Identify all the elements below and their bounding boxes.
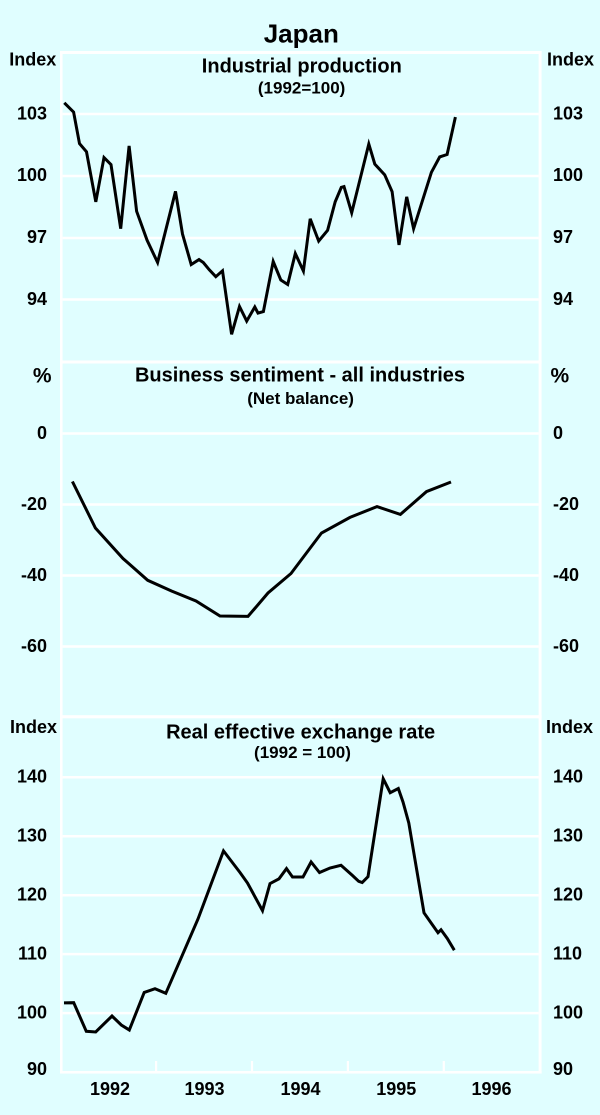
svg-text:103: 103: [553, 103, 583, 123]
svg-text:110: 110: [18, 943, 47, 963]
svg-text:0: 0: [37, 423, 47, 443]
svg-text:130: 130: [17, 826, 47, 846]
svg-text:90: 90: [553, 1059, 573, 1079]
svg-text:1996: 1996: [471, 1079, 511, 1099]
svg-text:-20: -20: [553, 494, 579, 514]
svg-text:120: 120: [553, 885, 583, 905]
svg-text:103: 103: [17, 103, 47, 123]
svg-text:140: 140: [553, 767, 583, 787]
svg-text:Index: Index: [546, 717, 593, 737]
svg-text:97: 97: [27, 227, 47, 247]
svg-text:-60: -60: [553, 636, 579, 656]
svg-text:-60: -60: [21, 636, 47, 656]
svg-text:140: 140: [17, 767, 47, 787]
svg-text:110: 110: [553, 943, 582, 963]
svg-text:1993: 1993: [184, 1079, 224, 1099]
svg-text:(Net balance): (Net balance): [247, 389, 354, 408]
svg-text:%: %: [33, 364, 52, 387]
svg-text:100: 100: [17, 165, 47, 185]
svg-text:130: 130: [553, 826, 583, 846]
svg-text:100: 100: [553, 165, 583, 185]
svg-text:1995: 1995: [376, 1079, 416, 1099]
svg-text:100: 100: [17, 1002, 47, 1022]
svg-text:120: 120: [17, 885, 47, 905]
svg-text:(1992=100): (1992=100): [258, 79, 345, 98]
svg-text:0: 0: [553, 423, 563, 443]
svg-text:Real effective exchange rate: Real effective exchange rate: [166, 721, 435, 743]
svg-text:%: %: [551, 364, 570, 387]
svg-text:Japan: Japan: [264, 18, 339, 48]
svg-text:Business sentiment - all indus: Business sentiment - all industries: [135, 365, 465, 387]
svg-text:1992: 1992: [90, 1079, 130, 1099]
svg-text:-20: -20: [21, 494, 47, 514]
svg-text:-40: -40: [553, 565, 579, 585]
svg-text:Index: Index: [9, 50, 56, 70]
svg-text:(1992 = 100): (1992 = 100): [254, 743, 351, 762]
svg-text:Industrial production: Industrial production: [202, 56, 402, 78]
svg-text:90: 90: [27, 1059, 47, 1079]
svg-text:1994: 1994: [280, 1079, 320, 1099]
svg-text:Index: Index: [547, 50, 594, 70]
svg-text:97: 97: [553, 227, 573, 247]
svg-text:94: 94: [27, 289, 47, 309]
svg-text:-40: -40: [21, 565, 47, 585]
svg-text:100: 100: [553, 1002, 583, 1022]
svg-text:94: 94: [553, 289, 573, 309]
svg-text:Index: Index: [10, 717, 57, 737]
